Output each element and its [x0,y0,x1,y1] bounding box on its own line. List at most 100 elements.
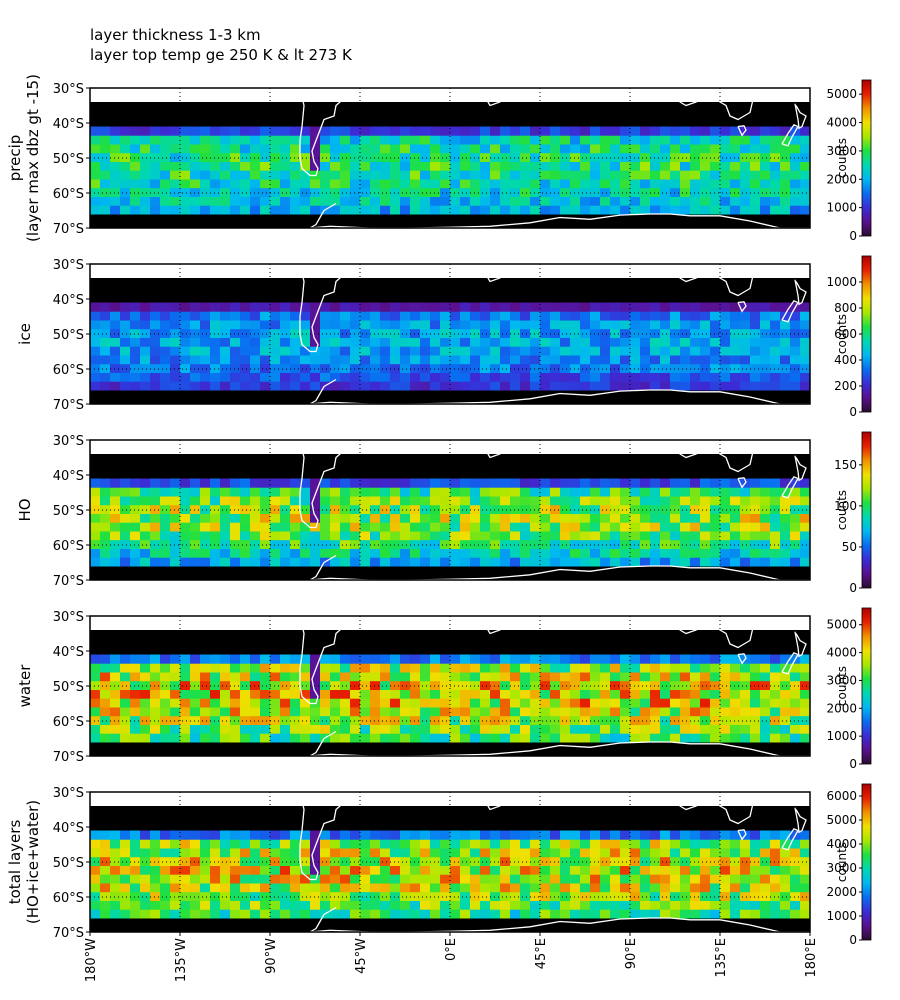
heatmap-cell [720,487,731,497]
heatmap-cell [630,672,641,682]
heatmap-cell [420,531,431,541]
heatmap-cell [210,548,221,558]
heatmap-cell [430,513,441,523]
heatmap-cell [100,487,111,497]
heatmap-cell [210,311,221,321]
heatmap-cell [200,346,211,356]
heatmap-cell [580,487,591,497]
heatmap-cell [700,891,711,901]
heatmap-cell [700,531,711,541]
heatmap-cell [520,346,531,356]
heatmap-cell [740,680,751,690]
heatmap-cell [280,170,291,180]
heatmap-cell [140,478,151,488]
heatmap-cell [720,707,731,717]
heatmap-cell [410,487,421,497]
heatmap-cell [200,320,211,330]
heatmap-cell [650,724,661,734]
heatmap-cell [610,733,621,743]
heatmap-cell [730,733,741,743]
heatmap-cell [300,372,311,382]
heatmap-cell [150,487,161,497]
heatmap-cell [370,689,381,699]
grid-lines [90,440,810,580]
heatmap-cell [690,311,701,321]
heatmap-cell [650,170,661,180]
heatmap-cell [170,152,181,162]
heatmap-cell [200,372,211,382]
heatmap-cell [270,654,281,664]
heatmap-cell [750,381,761,391]
heatmap-cell [540,689,551,699]
heatmap-cell [180,170,191,180]
heatmap-cell [660,196,671,206]
heatmap-cell [460,522,471,532]
heatmap-cell [550,715,561,725]
heatmap-cell [610,672,621,682]
heatmap-cell [290,883,301,893]
coastline [299,439,351,529]
heatmap-cell [150,848,161,858]
heatmap-cell [320,363,331,373]
heatmap-cell [140,865,151,875]
heatmap-cell [430,839,441,849]
heatmap-cell [670,320,681,330]
heatmap-cell [610,381,621,391]
heatmap-cell [490,680,501,690]
heatmap-cell [240,302,251,312]
heatmap-cell [340,161,351,171]
heatmap-cell [100,363,111,373]
heatmap-cell [790,672,801,682]
heatmap-cell [370,522,381,532]
heatmap-cell [160,320,171,330]
lat-tick-label: 70°S [53,750,84,765]
heatmap-cell [340,830,351,840]
heatmap-cell [490,478,501,488]
heatmap-cell [100,170,111,180]
heatmap-cell [620,196,631,206]
heatmap-cell [510,487,521,497]
heatmap-cell [90,839,101,849]
heatmap-cell [240,707,251,717]
heatmap-cell [330,522,341,532]
heatmap-cell [370,346,381,356]
heatmap-cell [680,179,691,189]
heatmap-cell [570,839,581,849]
heatmap-cell [340,531,351,541]
heatmap-cell [670,865,681,875]
heatmap-cell [220,672,231,682]
heatmap-cell [160,311,171,321]
heatmap-cell [550,179,561,189]
heatmap-cell [290,311,301,321]
heatmap-cell [630,909,641,919]
heatmap-cell [620,707,631,717]
heatmap-cell [100,909,111,919]
heatmap-cell [770,381,781,391]
heatmap-cell [190,680,201,690]
heatmap-cell [620,363,631,373]
heatmap-cell [750,161,761,171]
heatmap-cell [760,135,771,145]
heatmap-cell [110,865,121,875]
heatmap-cell [530,135,541,145]
heatmap-cell [330,689,341,699]
heatmap-cell [200,522,211,532]
heatmap-cell [530,205,541,215]
heatmap-cell [720,196,731,206]
heatmap-cell [500,513,511,523]
heatmap-cell [520,654,531,664]
heatmap-cell [710,152,721,162]
heatmap-cell [290,531,301,541]
heatmap-cell [200,170,211,180]
heatmap-cell [440,733,451,743]
heatmap-cell [520,733,531,743]
lat-tick-label: 30°S [53,610,84,625]
heatmap-cell [150,513,161,523]
heatmap-cell [680,337,691,347]
heatmap-cell [300,680,311,690]
heatmap-cell [630,856,641,866]
heatmap-cell [170,733,181,743]
colorbar-gradient [861,607,872,765]
heatmap-cell [630,522,641,532]
heatmap-cell [140,161,151,171]
